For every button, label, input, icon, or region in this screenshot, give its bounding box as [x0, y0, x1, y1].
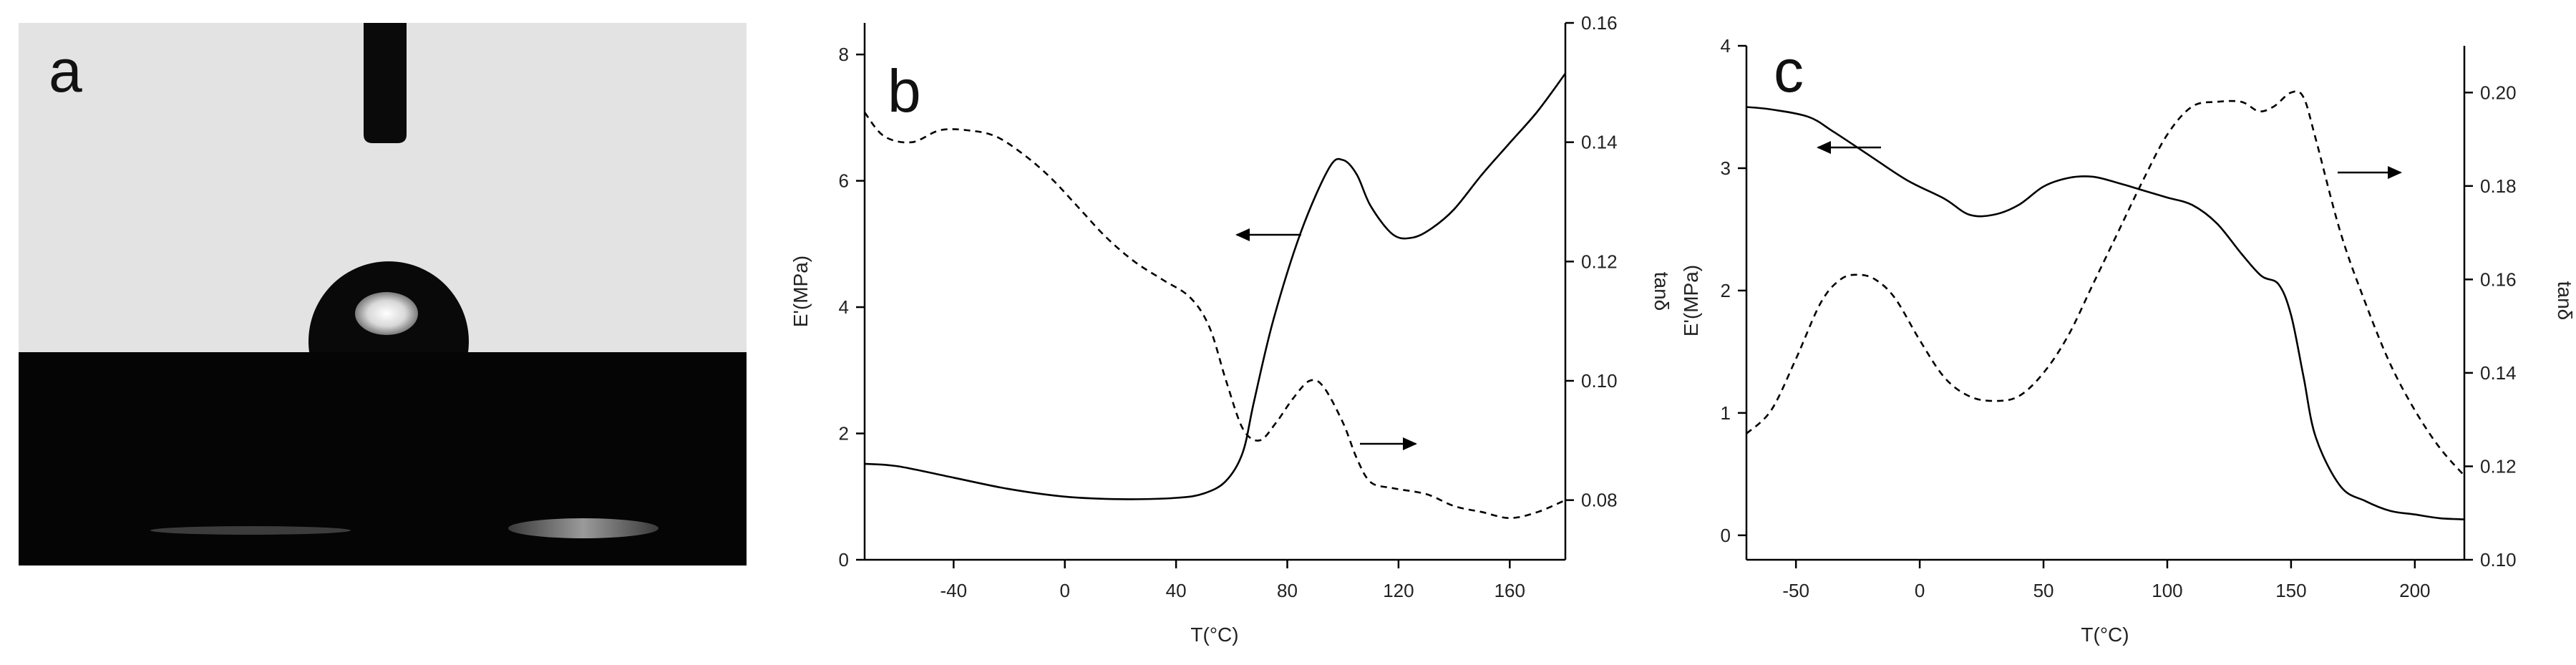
x-tick-label: -50: [1782, 580, 1809, 601]
tand-axis-arrowhead: [1403, 437, 1417, 450]
chart-b-y2-axis-label: tanδ: [1651, 272, 1673, 311]
chart-c-plot-frame: [1745, 46, 2466, 561]
panel-label-a: a: [49, 37, 82, 105]
y-tick-label: 4: [1721, 35, 1731, 57]
y-tick-label: 0: [839, 549, 849, 571]
x-tick-label: 40: [1166, 580, 1187, 601]
y-tick-label: 6: [839, 170, 849, 192]
modulus-axis-arrowhead: [1235, 228, 1250, 241]
y2-tick-label: 0.16: [1581, 12, 1618, 34]
chart-c-y2-axis-label: tanδ: [2554, 281, 2576, 321]
y2-tick-label: 0.08: [1581, 490, 1618, 511]
y2-tick-label: 0.18: [2480, 175, 2517, 197]
y2-tick-label: 0.10: [1581, 370, 1618, 392]
y2-tick-label: 0.12: [1581, 251, 1618, 272]
chart-c-y-axis-label: E'(MPa): [1680, 265, 1702, 336]
syringe-needle: [364, 23, 407, 143]
y-tick-label: 0: [1721, 525, 1731, 546]
storage-modulus-curve: [864, 72, 1567, 500]
droplet-photo-panel: a: [19, 23, 747, 566]
substrate-reflection-left: [150, 526, 351, 535]
chart-b-arrows: [1235, 228, 1417, 450]
x-tick-label: -40: [941, 580, 968, 601]
x-tick-label: 0: [1915, 580, 1925, 601]
chart-b-x-axis-label: T(°C): [1190, 623, 1238, 646]
chart-b-y-axis-label: E'(MPa): [789, 256, 812, 327]
substrate-reflection-right: [508, 518, 658, 538]
y-tick-label: 4: [839, 296, 849, 318]
x-tick-label: 0: [1059, 580, 1069, 601]
x-tick-label: 120: [1383, 580, 1414, 601]
y-tick-label: 1: [1721, 402, 1731, 424]
tan-delta-curve: [863, 112, 1566, 520]
y2-tick-label: 0.12: [2480, 455, 2517, 477]
y-tick-label: 2: [839, 423, 849, 445]
modulus-axis-arrowhead: [1817, 141, 1831, 154]
storage-modulus-curve: [1746, 106, 2465, 520]
panel-label-b: b: [888, 57, 921, 125]
x-tick-label: 200: [2399, 580, 2430, 601]
y-tick-label: 8: [839, 44, 849, 65]
x-tick-label: 150: [2275, 580, 2306, 601]
chart-c-series: [1746, 90, 2465, 520]
x-tick-label: 80: [1277, 580, 1298, 601]
tan-delta-curve: [1746, 90, 2465, 477]
chart-c-arrows: [1817, 141, 2402, 179]
chart-b-x-ticks: -40 0 40 80 120 160: [941, 560, 1525, 601]
chart-c-y2-ticks: 0.10 0.12 0.14 0.16 0.18 0.20: [2464, 82, 2517, 571]
chart-b-series: [863, 72, 1567, 520]
x-tick-label: 160: [1494, 580, 1525, 601]
chart-c-y-ticks: 0 1 2 3 4: [1721, 35, 1746, 546]
y2-tick-label: 0.14: [1581, 132, 1618, 153]
chart-b-y2-ticks: 0.08 0.10 0.12 0.14 0.16: [1565, 12, 1618, 511]
chart-b-y-ticks: 0 2 4 6 8: [839, 44, 865, 571]
y2-tick-label: 0.16: [2480, 268, 2517, 290]
y2-tick-label: 0.14: [2480, 362, 2517, 384]
droplet-reflection: [355, 292, 418, 335]
y2-tick-label: 0.10: [2480, 549, 2517, 571]
x-tick-label: 100: [2152, 580, 2182, 601]
chart-c-x-axis-label: T(°C): [2081, 623, 2129, 646]
x-tick-label: 50: [2033, 580, 2054, 601]
tand-axis-arrowhead: [2388, 166, 2402, 179]
y-tick-label: 3: [1721, 157, 1731, 179]
panel-label-c: c: [1774, 37, 1804, 105]
chart-c-x-ticks: -50 0 50 100 150 200: [1782, 560, 2431, 601]
y-tick-label: 2: [1721, 280, 1731, 301]
y2-tick-label: 0.20: [2480, 82, 2517, 103]
